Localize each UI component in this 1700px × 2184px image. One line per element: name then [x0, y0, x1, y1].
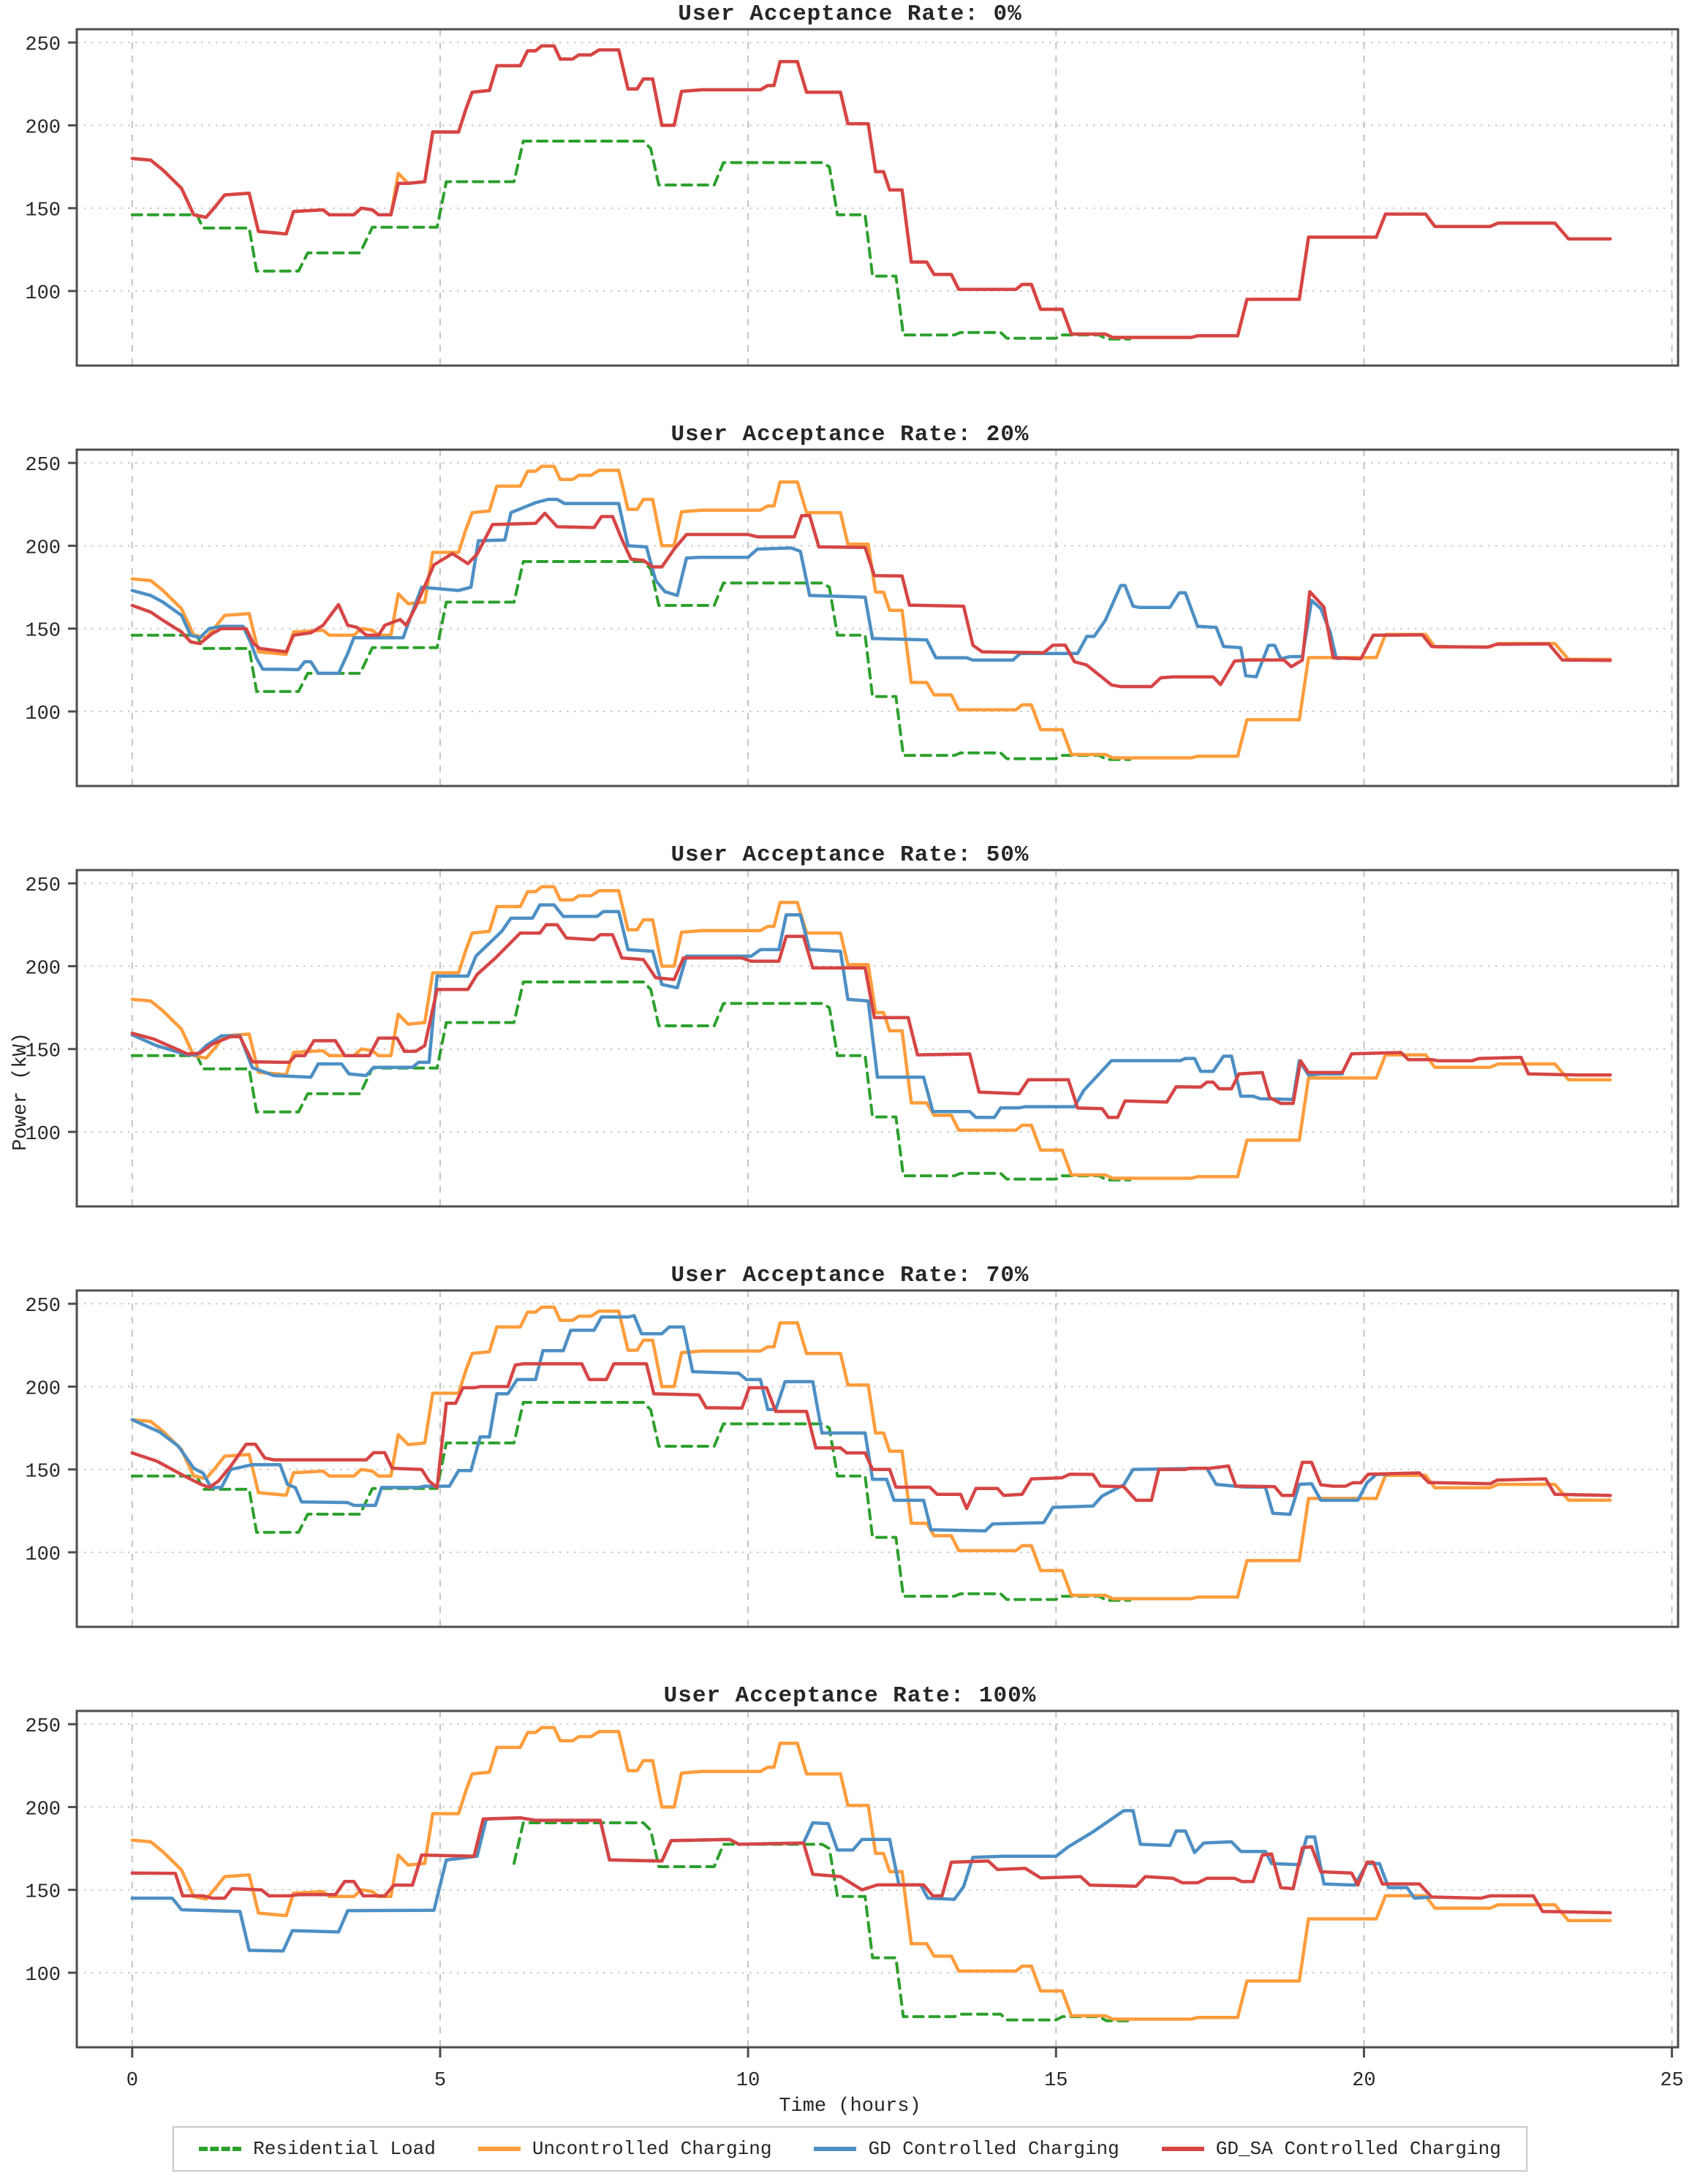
residential-line-icon	[199, 2147, 242, 2151]
subplot-title-0: User Acceptance Rate: 0%	[678, 1, 1022, 27]
y-tick-label: 200	[25, 1378, 61, 1400]
subplot-title-70: User Acceptance Rate: 70%	[670, 1263, 1030, 1288]
series-gd-sa-controlled-line	[130, 1815, 1612, 1915]
axes-frame	[75, 1289, 1680, 1628]
uncontrolled-line-icon	[477, 2147, 521, 2151]
legend-box: Residential Load Uncontrolled Charging G…	[173, 2126, 1527, 2172]
legend-item-uncontrolled: Uncontrolled Charging	[477, 2138, 772, 2160]
subplot-title-50: User Acceptance Rate: 50%	[670, 842, 1030, 868]
x-tick-label: 25	[1660, 2070, 1683, 2092]
y-tick-label: 100	[25, 283, 61, 305]
series-uncontrolled-line	[130, 885, 1612, 1180]
axes-frame	[75, 1709, 1680, 2049]
y-tick-label: 100	[25, 703, 61, 725]
x-axis-label: Time (hours)	[779, 2096, 921, 2117]
y-tick-label: 150	[25, 1041, 61, 1063]
subplot-title-20: User Acceptance Rate: 20%	[670, 422, 1030, 447]
series-gd-controlled-line	[130, 497, 1342, 679]
series-residential-line	[130, 1401, 1132, 1602]
gd-line-icon	[814, 2147, 857, 2151]
series-gd-sa-controlled-line	[130, 923, 1612, 1119]
series-gd-sa-controlled-line	[130, 511, 1612, 689]
series-residential-line	[513, 1821, 1132, 2022]
series-uncontrolled-line	[130, 464, 1612, 760]
y-tick-label: 200	[25, 958, 61, 980]
y-tick-label: 250	[25, 455, 61, 477]
series-residential-line	[130, 560, 1132, 761]
gd-sa-line-icon	[1161, 2147, 1204, 2151]
legend-label: GD Controlled Charging	[868, 2138, 1119, 2160]
y-tick-label: 100	[25, 1965, 61, 1987]
legend-item-gd: GD Controlled Charging	[814, 2138, 1119, 2160]
x-tick-label: 15	[1044, 2070, 1068, 2092]
legend-label: GD_SA Controlled Charging	[1215, 2138, 1501, 2160]
legend-item-gd-sa: GD_SA Controlled Charging	[1161, 2138, 1501, 2160]
series-gd-sa-controlled-line	[130, 44, 1612, 339]
y-tick-label: 100	[25, 1544, 61, 1566]
y-tick-label: 250	[25, 875, 61, 897]
axes-frame	[75, 28, 1680, 367]
y-tick-label: 200	[25, 1799, 61, 1821]
x-tick-label: 20	[1352, 2070, 1375, 2092]
series-uncontrolled-line	[130, 1305, 1612, 1601]
y-tick-label: 150	[25, 1882, 61, 1904]
x-tick-label: 5	[434, 2070, 446, 2092]
axes-frame	[75, 448, 1680, 787]
y-tick-label: 200	[25, 117, 61, 139]
series-residential-line	[130, 140, 1132, 341]
y-tick-label: 150	[25, 621, 61, 643]
x-tick-label: 0	[126, 2070, 138, 2092]
axes-frame	[75, 869, 1680, 1208]
y-tick-label: 150	[25, 200, 61, 222]
series-gd-sa-controlled-line	[130, 1361, 1612, 1511]
legend-label: Uncontrolled Charging	[532, 2138, 772, 2160]
y-tick-label: 100	[25, 1124, 61, 1146]
series-residential-line	[130, 980, 1132, 1182]
series-uncontrolled-line	[130, 44, 1612, 339]
y-axis-label: Power (kW)	[10, 1032, 32, 1152]
x-tick-label: 10	[736, 2070, 760, 2092]
subplot-title-100: User Acceptance Rate: 100%	[663, 1683, 1037, 1709]
y-tick-label: 250	[25, 34, 61, 56]
y-tick-label: 200	[25, 537, 61, 559]
y-tick-label: 250	[25, 1716, 61, 1738]
legend-item-residential: Residential Load	[199, 2138, 436, 2160]
legend-label: Residential Load	[253, 2138, 436, 2160]
series-gd-controlled-line	[130, 903, 1345, 1119]
series-uncontrolled-line	[130, 1726, 1612, 2021]
legend: Residential Load Uncontrolled Charging G…	[0, 2126, 1700, 2172]
y-tick-label: 150	[25, 1462, 61, 1484]
y-tick-label: 250	[25, 1296, 61, 1318]
series-gd-controlled-line	[130, 1314, 1388, 1533]
